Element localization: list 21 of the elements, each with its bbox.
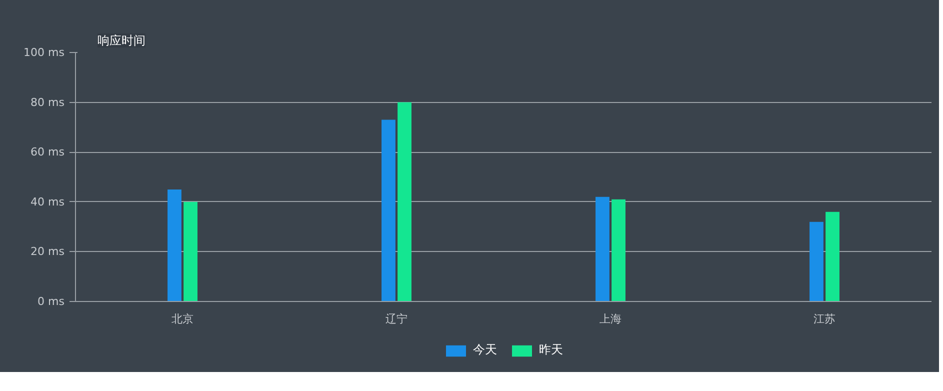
bar	[810, 222, 824, 302]
y-tick-label: 40 ms	[30, 195, 65, 208]
y-tick-label: 60 ms	[30, 146, 65, 159]
bar	[184, 202, 198, 302]
bar	[826, 212, 840, 302]
legend-label: 昨天	[539, 342, 563, 358]
y-tick-label: 0 ms	[38, 295, 65, 308]
y-tick-label: 100 ms	[24, 46, 65, 59]
y-tick-label: 20 ms	[30, 245, 65, 258]
bar	[398, 102, 412, 302]
bar	[168, 189, 182, 302]
bar	[382, 120, 396, 302]
x-tick-label: 上海	[600, 312, 622, 326]
bar	[596, 196, 610, 302]
chart-title: 响应时间	[98, 34, 146, 48]
x-tick-label: 北京	[172, 312, 194, 326]
legend-label: 今天	[473, 342, 497, 358]
bar	[612, 199, 626, 302]
y-tick-label: 80 ms	[30, 96, 65, 109]
x-tick-label: 辽宁	[386, 312, 408, 326]
x-tick-label: 江苏	[814, 312, 836, 326]
